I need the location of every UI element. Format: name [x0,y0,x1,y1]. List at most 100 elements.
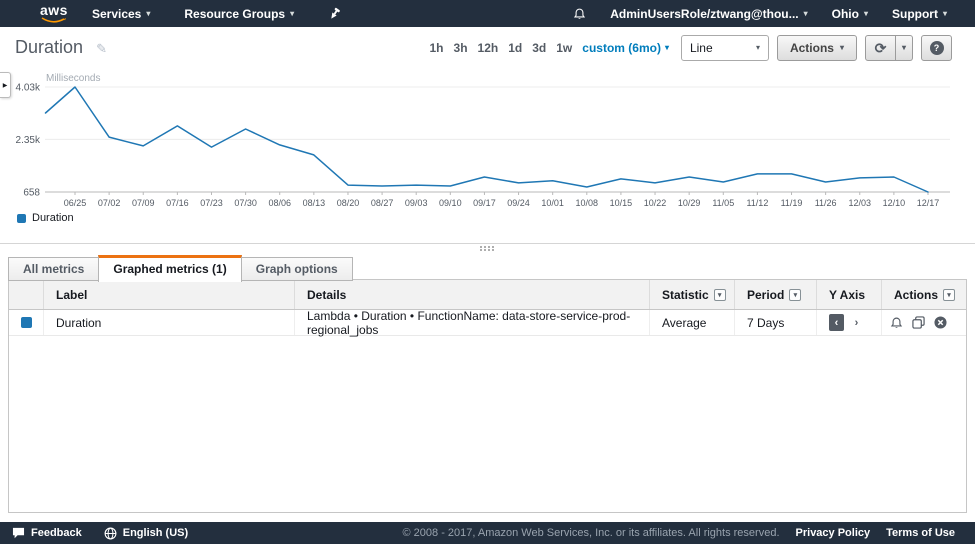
range-3d[interactable]: 3d [532,41,547,55]
x-tick-label: 10/29 [678,198,701,208]
x-tick-label: 10/01 [541,198,564,208]
yaxis-right-button[interactable]: › [854,316,859,329]
aws-logo[interactable]: aws [40,3,68,24]
help-button[interactable]: ? [921,35,952,61]
edit-title-icon[interactable]: ✎ [96,41,107,56]
page-title: Duration ✎ [15,37,107,58]
header-statistic: Statistic ▾ [649,280,734,309]
x-tick-label: 09/10 [439,198,462,208]
custom-range-dropdown[interactable]: custom (6mo) ▾ [582,41,669,55]
account-label: AdminUsersRole/ztwang@thou... [610,6,799,21]
row-period-cell: 7 Days [734,310,816,335]
sidebar-expander-button[interactable]: ▶ [0,72,11,98]
speech-bubble-icon [12,527,25,539]
range-12h[interactable]: 12h [477,41,499,55]
aws-logo-text: aws [40,2,68,18]
tab-all-metrics[interactable]: All metrics [8,257,100,281]
nav-services-menu[interactable]: Services ▾ [92,7,150,21]
refresh-options-button[interactable]: ▾ [896,35,913,61]
x-tick-label: 09/24 [507,198,530,208]
range-1h[interactable]: 1h [429,41,444,55]
account-menu[interactable]: AdminUsersRole/ztwang@thou... ▾ [610,7,807,21]
footer-bar: Feedback English (US) © 2008 - 2017, Ama… [0,522,975,544]
row-actions-cell [881,310,966,335]
language-label: English (US) [122,527,189,539]
notifications-button[interactable] [573,7,586,21]
statistic-filter-icon[interactable]: ▾ [713,288,726,301]
header-period: Period ▾ [734,280,816,309]
chart-type-value: Line [689,41,713,55]
nav-resource-groups-menu[interactable]: Resource Groups ▾ [184,7,294,21]
region-label: Ohio [831,6,859,21]
copy-icon [912,316,925,329]
actions-filter-icon[interactable]: ▾ [943,288,956,301]
period-filter-icon[interactable]: ▾ [789,288,802,301]
metric-color-swatch[interactable] [20,317,32,328]
copyright-text: © 2008 - 2017, Amazon Web Services, Inc.… [402,527,780,539]
chevron-down-icon: ▾ [803,8,808,18]
row-statistic-cell: Average [649,310,734,335]
range-3h[interactable]: 3h [453,41,468,55]
help-icon: ? [929,41,944,55]
row-label-cell: Duration [43,310,294,335]
chart-type-select[interactable]: Line ▾ [680,35,769,61]
globe-icon [104,527,117,539]
x-tick-label: 07/30 [234,198,257,208]
refresh-split-button: ⟳ ▾ [865,35,913,61]
pin-shortcut-button[interactable] [328,7,341,21]
metrics-tabs: All metrics Graphed metrics (1) Graph op… [8,255,353,282]
table-row: Duration Lambda • Duration • FunctionNam… [9,309,966,337]
chart-controls: 1h 3h 12h 1d 3d 1w custom (6mo) ▾ Line ▾… [430,35,952,61]
terms-of-use-link[interactable]: Terms of Use [886,527,955,539]
duplicate-metric-button[interactable] [912,316,925,329]
yaxis-left-button[interactable]: ‹ [829,314,844,331]
tab-graph-options[interactable]: Graph options [240,257,353,281]
y-tick-label: 4.03k [16,83,41,94]
nav-resource-groups-label: Resource Groups [184,6,286,21]
region-menu[interactable]: Ohio ▾ [832,7,868,21]
header-period-label: Period [747,287,785,302]
chevron-down-icon: ▾ [863,8,868,18]
pushpin-icon [331,7,340,19]
refresh-icon: ⟳ [874,39,887,56]
support-menu[interactable]: Support ▾ [892,7,947,21]
create-alarm-button[interactable] [890,316,903,330]
x-tick-label: 08/06 [268,198,291,208]
row-swatch-cell [9,310,43,335]
x-tick-label: 11/12 [746,198,768,208]
actions-button[interactable]: Actions ▾ [776,35,857,61]
header-statistic-label: Statistic [662,287,709,302]
row-yaxis-cell: ‹ › [816,310,881,335]
remove-metric-button[interactable] [934,316,947,329]
x-tick-label: 07/09 [132,198,155,208]
x-tick-label: 08/27 [371,198,394,208]
chevron-down-icon: ▾ [839,43,844,52]
resize-grip-handle[interactable] [480,246,482,248]
row-details-cell: Lambda • Duration • FunctionName: data-s… [294,309,649,337]
x-tick-label: 11/19 [781,198,803,208]
tab-graphed-metrics[interactable]: Graphed metrics (1) [98,255,242,282]
legend-swatch[interactable] [17,213,26,223]
time-range-shortcuts: 1h 3h 12h 1d 3d 1w custom (6mo) ▾ [430,41,669,55]
refresh-button[interactable]: ⟳ [865,35,896,61]
metric-chart[interactable]: 4.03k 2.35k 658 Milliseconds 06/25 07/02 07/09… [0,70,975,210]
x-tick-label: 11/26 [815,198,837,208]
x-tick-label: 10/22 [644,198,667,208]
metric-chart-svg[interactable]: 4.03k 2.35k 658 Milliseconds 06/25 07/02 07/09… [0,70,975,210]
legend-label[interactable]: Duration [32,212,74,224]
bell-icon [890,317,903,328]
expander-arrow-icon: ▶ [2,82,8,89]
feedback-button[interactable]: Feedback [12,527,82,539]
language-selector[interactable]: English (US) [104,527,188,540]
x-tick-label: 09/03 [405,198,428,208]
privacy-policy-link[interactable]: Privacy Policy [795,527,871,539]
x-tick-label: 12/17 [917,198,940,208]
header-actions: Actions ▾ [881,280,966,309]
x-tick-label: 07/16 [166,198,189,208]
range-1d[interactable]: 1d [508,41,523,55]
x-tick-label: 12/03 [848,198,871,208]
x-tick-label: 06/25 [64,198,87,208]
chevron-down-icon: ▾ [755,43,760,52]
chevron-down-icon: ▾ [901,43,906,52]
range-1w[interactable]: 1w [556,41,573,55]
